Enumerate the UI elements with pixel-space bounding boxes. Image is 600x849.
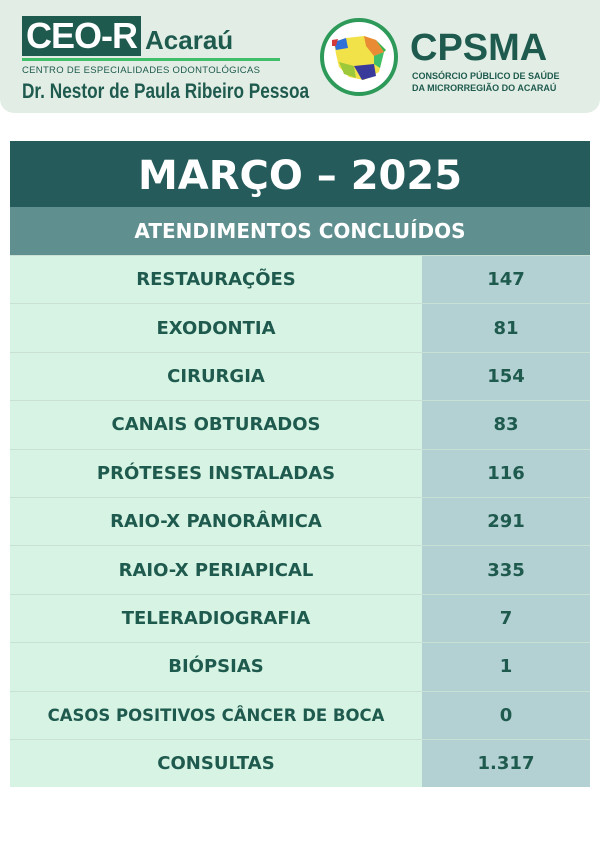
table-title: MARÇO – 2025 [10, 141, 590, 207]
row-label: CANAIS OBTURADOS [10, 401, 422, 449]
row-value: 83 [422, 401, 590, 449]
cpsma-line-1: CONSÓRCIO PÚBLICO DE SAÚDE [412, 71, 560, 81]
table-row: RESTAURAÇÕES 147 [10, 255, 590, 304]
table-row: EXODONTIA 81 [10, 303, 590, 352]
row-value: 335 [422, 546, 590, 594]
row-value: 116 [422, 449, 590, 497]
row-value: 291 [422, 497, 590, 546]
table-row: CONSULTAS 1.317 [10, 738, 590, 788]
row-label: TELERADIOGRAFIA [10, 594, 422, 643]
cpsma-line-2: DA MICRORREGIÃO DO ACARAÚ [412, 83, 557, 93]
row-label: CIRURGIA [10, 352, 422, 401]
table-row: CIRURGIA 154 [10, 351, 590, 401]
row-label: EXODONTIA [10, 304, 422, 352]
ceo-subtitle: CENTRO DE ESPECIALIDADES ODONTOLÓGICAS [22, 65, 261, 76]
row-value: 154 [422, 352, 590, 401]
row-value: 1 [422, 643, 590, 691]
table-row: CANAIS OBTURADOS 83 [10, 400, 590, 449]
map-emblem-icon [320, 18, 398, 96]
table-row: PRÓTESES INSTALADAS 116 [10, 448, 590, 497]
ceo-logo-box: CEO-R [22, 16, 141, 56]
row-value: 147 [422, 256, 590, 304]
table-row: TELERADIOGRAFIA 7 [10, 593, 590, 643]
row-label: CONSULTAS [10, 739, 422, 788]
divider [22, 58, 280, 61]
cpsma-logo-title: CPSMA [410, 27, 548, 69]
table-row: RAIO-X PANORÂMICA 291 [10, 496, 590, 546]
row-label: RESTAURAÇÕES [10, 256, 422, 304]
table-row: RAIO-X PERIAPICAL 335 [10, 545, 590, 594]
ceo-name: Dr. Nestor de Paula Ribeiro Pessoa [22, 80, 310, 103]
results-table: MARÇO – 2025 ATENDIMENTOS CONCLUÍDOS RES… [10, 141, 590, 788]
row-label: PRÓTESES INSTALADAS [10, 449, 422, 497]
row-value: 81 [422, 304, 590, 352]
cpsma-subtitle: CONSÓRCIO PÚBLICO DE SAÚDE DA MICRORREGI… [412, 70, 560, 94]
ceo-city: Acaraú [145, 25, 234, 55]
ceo-logo: CEO-R Acaraú [22, 16, 233, 56]
header-banner: CEO-R Acaraú CENTRO DE ESPECIALIDADES ODO… [0, 0, 600, 113]
row-value: 1.317 [422, 739, 590, 788]
row-label: BIÓPSIAS [10, 643, 422, 691]
table-subtitle: ATENDIMENTOS CONCLUÍDOS [10, 207, 590, 255]
row-value: 7 [422, 594, 590, 643]
table-row: CASOS POSITIVOS CÂNCER DE BOCA 0 [10, 690, 590, 739]
row-label: RAIO-X PERIAPICAL [10, 546, 422, 594]
table-row: BIÓPSIAS 1 [10, 642, 590, 691]
row-label: CASOS POSITIVOS CÂNCER DE BOCA [10, 691, 422, 739]
row-label: RAIO-X PANORÂMICA [10, 497, 422, 546]
row-value: 0 [422, 691, 590, 739]
